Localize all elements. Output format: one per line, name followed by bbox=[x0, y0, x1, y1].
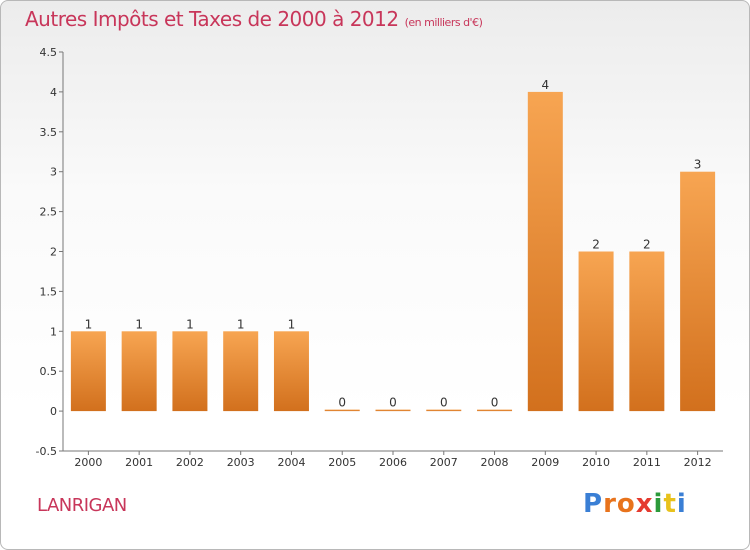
chart-title-text: Autres Impôts et Taxes de 2000 à 2012 bbox=[25, 7, 399, 31]
data-label-2011: 2 bbox=[643, 238, 651, 252]
x-tick-label: 2004 bbox=[277, 456, 305, 469]
x-tick-label: 2005 bbox=[328, 456, 356, 469]
data-label-2006: 0 bbox=[389, 396, 397, 410]
y-tick-label: 0 bbox=[50, 405, 57, 418]
logo-letter: t bbox=[663, 489, 677, 519]
data-label-2008: 0 bbox=[491, 396, 499, 410]
data-label-2012: 3 bbox=[694, 158, 702, 172]
x-tick-label: 2001 bbox=[125, 456, 153, 469]
bar-2009 bbox=[527, 91, 563, 412]
chart-bars bbox=[70, 91, 716, 412]
data-label-2007: 0 bbox=[440, 396, 448, 410]
data-label-2001: 1 bbox=[135, 317, 143, 331]
x-tick-label: 2011 bbox=[633, 456, 661, 469]
bar-2001 bbox=[121, 331, 157, 412]
x-tick-label: 2003 bbox=[227, 456, 255, 469]
logo-letter: i bbox=[676, 489, 687, 519]
x-tick-label: 2002 bbox=[176, 456, 204, 469]
data-label-2002: 1 bbox=[186, 317, 194, 331]
bar-2012 bbox=[680, 171, 716, 412]
bar-2005 bbox=[324, 409, 360, 412]
data-label-2009: 4 bbox=[541, 78, 549, 92]
y-tick-label: 0.5 bbox=[40, 365, 58, 378]
logo-letter: r bbox=[603, 489, 617, 519]
y-tick-label: 2 bbox=[50, 246, 57, 259]
y-tick-label: 1 bbox=[50, 325, 57, 338]
x-tick-label: 2012 bbox=[684, 456, 712, 469]
y-tick-label: 3.5 bbox=[40, 126, 58, 139]
x-tick-label: 2010 bbox=[582, 456, 610, 469]
bar-2007 bbox=[426, 409, 462, 412]
y-tick-label: 4 bbox=[50, 86, 57, 99]
x-tick-label: 2007 bbox=[430, 456, 458, 469]
bar-2004 bbox=[273, 331, 309, 412]
bar-2006 bbox=[375, 409, 411, 412]
logo-letter: i bbox=[653, 489, 664, 519]
data-label-2005: 0 bbox=[338, 396, 346, 410]
bar-2003 bbox=[223, 331, 259, 412]
y-tick-label: 3 bbox=[50, 166, 57, 179]
bar-2010 bbox=[578, 251, 614, 412]
bar-2011 bbox=[629, 251, 665, 412]
y-tick-label: 1.5 bbox=[40, 285, 58, 298]
y-tick-label: 2.5 bbox=[40, 206, 58, 219]
data-label-2003: 1 bbox=[237, 317, 245, 331]
y-tick-label: -0.5 bbox=[36, 445, 57, 458]
chart-title: Autres Impôts et Taxes de 2000 à 2012 (en… bbox=[25, 7, 483, 31]
chart-data-labels: 1 1 1 1 1 0 0 0 0 4 2 2 3 bbox=[85, 78, 702, 410]
logo-letter: x bbox=[635, 489, 654, 519]
bar-2002 bbox=[172, 331, 208, 412]
proxiti-logo: Proxiti bbox=[583, 489, 687, 519]
bar-2008 bbox=[477, 409, 513, 412]
y-tick-label: 4.5 bbox=[40, 46, 58, 59]
data-label-2000: 1 bbox=[85, 317, 93, 331]
data-label-2004: 1 bbox=[288, 317, 296, 331]
data-label-2010: 2 bbox=[592, 238, 600, 252]
logo-letter: P bbox=[583, 489, 604, 519]
x-tick-label: 2009 bbox=[531, 456, 559, 469]
x-tick-label: 2000 bbox=[74, 456, 102, 469]
x-tick-label: 2006 bbox=[379, 456, 407, 469]
logo-letter: o bbox=[616, 489, 636, 519]
x-tick-label: 2008 bbox=[481, 456, 509, 469]
city-name: LANRIGAN bbox=[37, 495, 127, 516]
bar-2000 bbox=[70, 331, 106, 412]
chart-subtitle: (en milliers d'€) bbox=[404, 16, 483, 29]
